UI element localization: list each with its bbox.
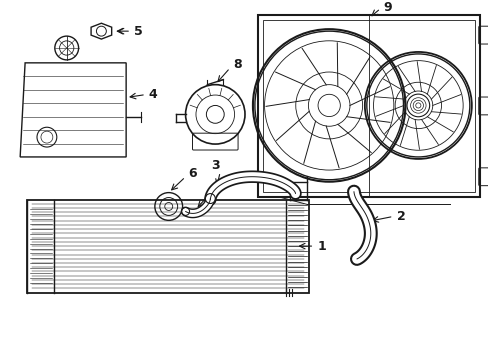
Text: 6: 6 xyxy=(189,167,197,180)
Text: 1: 1 xyxy=(318,240,326,253)
Text: 8: 8 xyxy=(233,58,242,71)
Text: 7: 7 xyxy=(213,184,222,197)
Circle shape xyxy=(407,94,430,117)
Text: 5: 5 xyxy=(134,24,143,38)
Text: 9: 9 xyxy=(384,1,392,14)
Text: 3: 3 xyxy=(211,159,220,172)
Text: 4: 4 xyxy=(149,88,158,101)
Text: 2: 2 xyxy=(396,210,405,223)
